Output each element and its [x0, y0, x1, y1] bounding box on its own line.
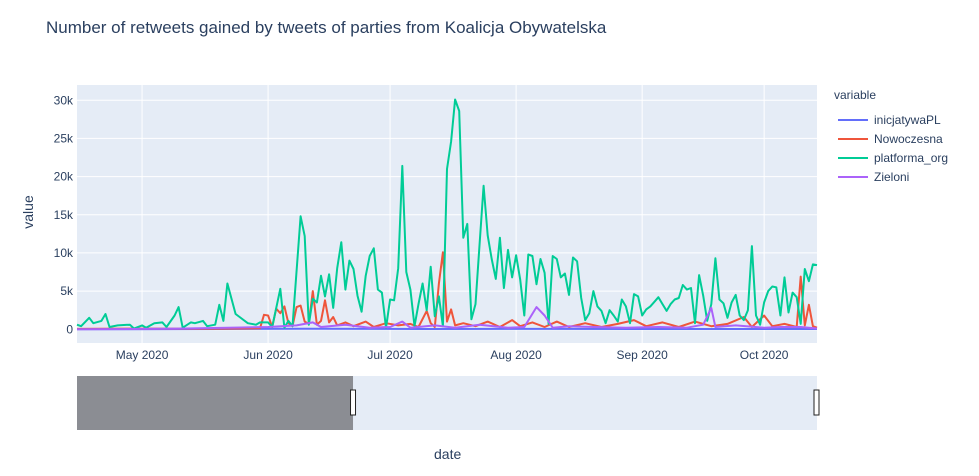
x-tick-label: Aug 2020: [490, 348, 542, 362]
y-tick-label: 30k: [54, 93, 74, 107]
legend-title: variable: [834, 88, 877, 102]
y-tick-label: 15k: [54, 208, 74, 222]
series-line-platforma-org[interactable]: [76, 98, 818, 330]
range-slider-left-handle[interactable]: [350, 389, 357, 416]
y-axis-title: value: [20, 195, 36, 229]
legend-label: Nowoczesna: [874, 131, 943, 146]
legend: variable inicjatywaPL Nowoczesna platfor…: [834, 88, 948, 186]
y-tick-label: 25k: [54, 131, 74, 145]
y-tick-label: 0: [66, 322, 73, 336]
legend-label: platforma_org: [874, 150, 949, 165]
legend-swatch: [838, 175, 868, 178]
y-tick-labels: 0 5k 10k 15k 20k 25k 30k: [54, 93, 74, 336]
x-tick-labels: May 2020 Jun 2020 Jul 2020 Aug 2020 Sep 2020…: [116, 348, 789, 362]
series-line-zieloni[interactable]: [76, 306, 818, 331]
x-tick-label: Jul 2020: [367, 348, 413, 362]
range-slider[interactable]: [77, 376, 820, 430]
y-tick-label: 10k: [54, 246, 74, 260]
legend-swatch: [838, 118, 868, 121]
legend-item-zieloni[interactable]: Zieloni: [834, 167, 948, 186]
legend-item-nowoczesna[interactable]: Nowoczesna: [834, 129, 948, 148]
plot-area[interactable]: [77, 85, 817, 343]
legend-swatch: [838, 137, 868, 140]
x-tick-label: May 2020: [116, 348, 169, 362]
legend-item-platforma-org[interactable]: platforma_org: [834, 148, 948, 167]
series-line-nowoczesna[interactable]: [76, 251, 818, 330]
series-lines: [76, 98, 818, 331]
legend-swatch: [838, 156, 868, 159]
x-tick-label: Oct 2020: [740, 348, 789, 362]
y-tick-label: 20k: [54, 170, 74, 184]
chart-title: Number of retweets gained by tweets of p…: [46, 18, 607, 37]
x-tick-label: Sep 2020: [616, 348, 668, 362]
range-slider-right-handle[interactable]: [813, 389, 820, 416]
range-slider-mask: [77, 376, 354, 430]
x-axis-title: date: [434, 446, 462, 462]
legend-item-inicjatywapl[interactable]: inicjatywaPL: [834, 110, 948, 129]
x-tick-label: Jun 2020: [243, 348, 293, 362]
legend-label: Zieloni: [874, 169, 910, 184]
y-tick-label: 5k: [60, 284, 74, 298]
legend-label: inicjatywaPL: [874, 112, 941, 127]
